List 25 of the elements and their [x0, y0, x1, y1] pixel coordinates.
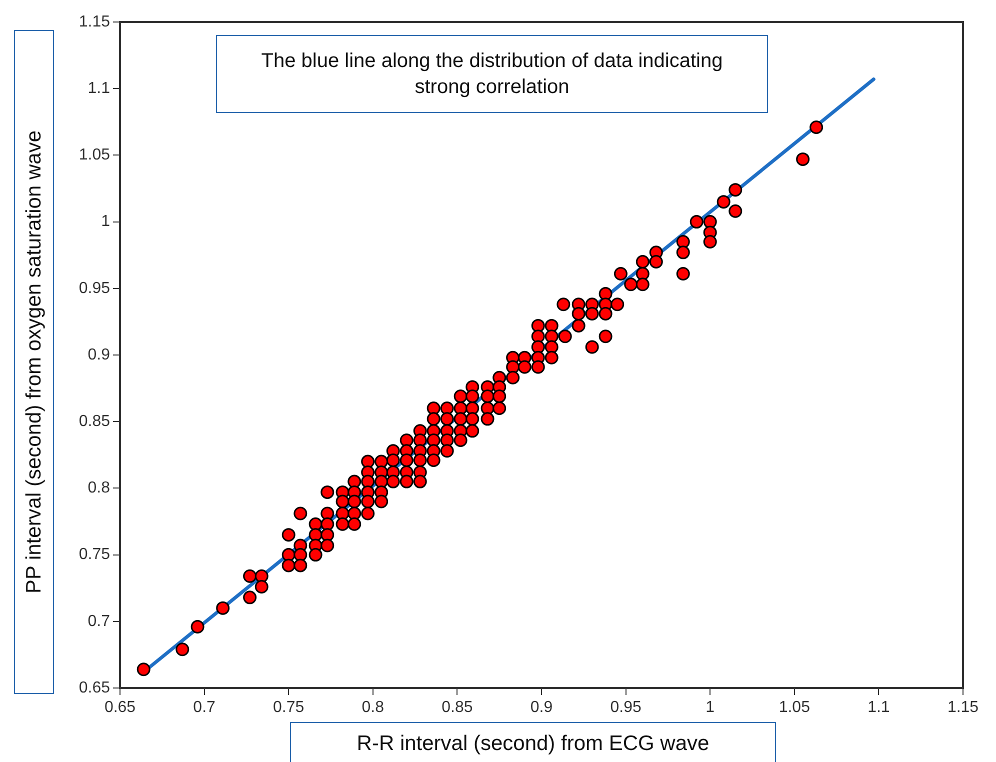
y-tick-label: 0.8 — [88, 480, 110, 497]
x-tick-label: 1 — [706, 699, 715, 716]
annotation: The blue line along the distribution of data indicating strong correlation — [216, 35, 768, 113]
x-tick-label: 1.05 — [778, 699, 810, 716]
x-axis-title: R-R interval (second) from ECG wave — [290, 722, 776, 762]
x-tick-label: 0.8 — [362, 699, 384, 716]
y-tick-label: 0.7 — [88, 612, 110, 630]
x-tick-label: 1.15 — [947, 699, 979, 716]
y-tick-label: 1 — [101, 213, 110, 230]
y-tick-label: 0.65 — [78, 679, 110, 696]
y-axis-title: PP interval (second) from oxygen saturation wave — [22, 130, 46, 594]
x-tick-label: 0.85 — [442, 699, 473, 716]
y-tick-label: 1.1 — [88, 80, 110, 98]
x-tick-label: 0.65 — [104, 699, 136, 716]
y-tick-label: 0.9 — [88, 346, 110, 364]
x-tick-label: 0.7 — [193, 699, 216, 716]
x-tick-label: 1.1 — [868, 699, 890, 716]
y-tick-label: 1.05 — [78, 146, 110, 164]
y-tick-label: 0.75 — [78, 546, 110, 564]
y-tick-label: 0.95 — [78, 280, 110, 297]
x-tick-label: 0.75 — [273, 699, 304, 716]
y-tick-label: 0.85 — [78, 413, 110, 430]
x-tick-label: 0.9 — [530, 699, 553, 716]
y-tick-label: 1.15 — [78, 13, 110, 30]
x-tick-label: 0.95 — [610, 699, 642, 716]
